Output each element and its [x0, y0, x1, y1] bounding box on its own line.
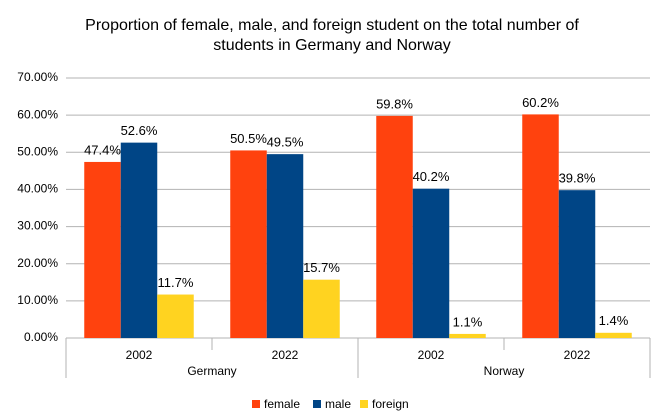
bar: [266, 154, 304, 338]
data-label: 60.2%: [522, 95, 559, 110]
data-label: 47.4%: [84, 142, 121, 157]
y-tick-label: 10.00%: [17, 293, 58, 307]
bar: [412, 188, 450, 338]
bar: [376, 115, 413, 338]
y-tick-label: 30.00%: [17, 219, 58, 233]
data-label: 59.8%: [376, 96, 413, 111]
bar: [303, 279, 340, 338]
data-label: 11.7%: [158, 275, 194, 290]
group-label: Norway: [484, 364, 525, 378]
y-tick-label: 0.00%: [24, 330, 58, 344]
data-label: 50.5%: [230, 131, 267, 146]
legend-swatch: [313, 400, 321, 408]
group-label: Germany: [187, 364, 236, 378]
y-tick-label: 50.00%: [17, 144, 58, 158]
data-label: 1.4%: [599, 313, 629, 328]
bar: [595, 332, 632, 338]
x-tick-label: 2022: [272, 348, 299, 362]
data-label: 15.7%: [303, 260, 340, 275]
bar: [84, 161, 121, 338]
legend-label: foreign: [372, 397, 409, 411]
data-label: 39.8%: [559, 171, 596, 186]
bar: [120, 142, 158, 338]
legend-swatch: [252, 400, 260, 408]
bar: [157, 294, 194, 338]
y-tick-label: 20.00%: [17, 256, 58, 270]
y-tick-label: 40.00%: [17, 182, 58, 196]
x-tick-label: 2002: [126, 348, 153, 362]
bar: [558, 190, 596, 338]
bar: [522, 114, 559, 339]
bar: [449, 333, 486, 338]
chart-title: Proportion of female, male, and foreign …: [85, 17, 579, 54]
data-label: 52.6%: [121, 123, 158, 138]
y-tick-label: 70.00%: [17, 70, 58, 84]
x-tick-label: 2002: [418, 348, 445, 362]
data-label: 40.2%: [413, 169, 450, 184]
legend-label: female: [264, 397, 300, 411]
bar: [230, 150, 267, 338]
data-label: 1.1%: [453, 314, 483, 329]
x-tick-label: 2022: [564, 348, 591, 362]
data-label: 49.5%: [267, 135, 304, 150]
legend-swatch: [360, 400, 368, 408]
y-tick-label: 60.00%: [17, 107, 58, 121]
legend-label: male: [325, 397, 351, 411]
